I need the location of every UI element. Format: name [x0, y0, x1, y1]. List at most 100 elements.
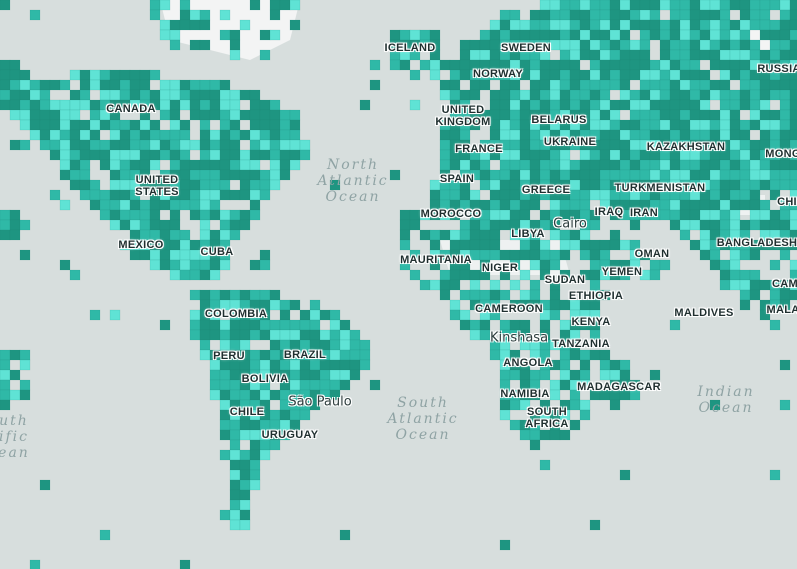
density-cell	[109, 179, 121, 191]
country-label-norway[interactable]: NORWAY	[472, 68, 524, 80]
density-cell	[759, 29, 771, 41]
density-cell	[269, 109, 281, 121]
density-cell	[139, 79, 151, 91]
country-label-russia[interactable]: RUSSIA	[757, 63, 797, 75]
country-label-cameroon[interactable]: CAMEROON	[475, 303, 543, 315]
density-cell	[789, 39, 797, 51]
country-label-kenya[interactable]: KENYA	[571, 316, 611, 328]
density-cell	[419, 59, 431, 71]
country-label-south-africa[interactable]: SOUTH AFRICA	[525, 406, 569, 430]
density-cell	[699, 219, 711, 231]
density-cell	[0, 219, 11, 231]
country-label-peru[interactable]: PERU	[213, 350, 245, 362]
density-cell	[439, 229, 451, 241]
density-cell	[719, 129, 731, 141]
density-cell	[529, 369, 541, 381]
density-cell	[249, 289, 261, 301]
density-cell	[659, 19, 671, 31]
density-cell	[469, 289, 481, 301]
density-cell	[219, 209, 231, 221]
country-label-belarus[interactable]: BELARUS	[531, 114, 587, 126]
density-cell	[339, 359, 351, 371]
country-label-iceland[interactable]: ICELAND	[384, 42, 436, 54]
city-label-sao-paulo[interactable]: São Paulo	[288, 394, 352, 410]
country-label-united-kingdom[interactable]: UNITED KINGDOM	[435, 104, 491, 128]
country-label-ethiopia[interactable]: ETHIOPIA	[568, 290, 624, 302]
density-cell	[789, 109, 797, 121]
density-cell	[219, 259, 231, 271]
density-cell	[729, 179, 741, 191]
density-cell	[529, 149, 541, 161]
country-label-tanzania[interactable]: TANZANIA	[552, 338, 610, 350]
country-label-iran[interactable]: IRAN	[629, 207, 659, 219]
country-label-chile[interactable]: CHILE	[229, 406, 265, 418]
density-cell	[689, 49, 701, 61]
country-label-spain[interactable]: SPAIN	[439, 173, 475, 185]
city-label-kinshasa[interactable]: Kinshasa	[489, 330, 549, 346]
density-cell	[549, 19, 561, 31]
country-label-niger[interactable]: NIGER	[481, 262, 519, 274]
density-cell	[619, 0, 631, 11]
country-label-namibia[interactable]: NAMIBIA	[500, 388, 550, 400]
density-cell	[179, 149, 191, 161]
country-label-canada[interactable]: CANADA	[106, 103, 156, 115]
country-label-sweden[interactable]: SWEDEN	[500, 42, 552, 54]
density-cell	[179, 249, 191, 261]
country-label-cuba[interactable]: CUBA	[200, 246, 234, 258]
country-label-yemen[interactable]: YEMEN	[601, 266, 643, 278]
country-label-united-states[interactable]: UNITED STATES	[135, 174, 179, 198]
country-label-colombia[interactable]: COLOMBIA	[204, 308, 268, 320]
density-cell	[109, 89, 121, 101]
density-cell	[749, 39, 761, 51]
country-label-brazil[interactable]: BRAZIL	[283, 349, 327, 361]
country-label-kazakhstan[interactable]: KAZAKHSTAN	[646, 141, 726, 153]
density-cell	[239, 519, 251, 531]
density-cell	[739, 9, 751, 21]
density-cell	[299, 139, 311, 151]
country-label-china[interactable]: CHI	[777, 196, 797, 208]
density-cell	[229, 119, 241, 131]
density-cell	[459, 229, 471, 241]
country-label-bangladesh[interactable]: BANGLADESH	[716, 237, 797, 249]
country-label-sudan[interactable]: SUDAN	[544, 274, 586, 286]
density-cell	[579, 359, 591, 371]
density-cell	[729, 159, 741, 171]
density-cell	[229, 509, 241, 521]
density-cell	[659, 209, 671, 221]
density-cell	[79, 69, 91, 81]
country-label-cambodia[interactable]: CAM	[772, 278, 797, 290]
density-cell	[189, 139, 201, 151]
country-label-madagascar[interactable]: MADAGASCAR	[577, 381, 661, 393]
country-label-iraq[interactable]: IRAQ	[594, 206, 624, 218]
density-cell	[189, 89, 201, 101]
density-cell	[619, 99, 631, 111]
density-cell	[609, 29, 621, 41]
country-label-oman[interactable]: OMAN	[634, 248, 670, 260]
country-label-morocco[interactable]: MOROCCO	[420, 208, 482, 220]
density-cell	[209, 389, 221, 401]
density-cell	[439, 269, 451, 281]
city-label-cairo[interactable]: Cairo	[553, 216, 587, 232]
country-label-mauritania[interactable]: MAURITANIA	[400, 254, 472, 266]
density-cell	[629, 19, 641, 31]
country-label-libya[interactable]: LIBYA	[511, 228, 545, 240]
country-label-ukraine[interactable]: UKRAINE	[543, 136, 597, 148]
density-cell	[569, 179, 581, 191]
country-label-angola[interactable]: ANGOLA	[503, 357, 553, 369]
country-label-uruguay[interactable]: URUGUAY	[261, 429, 319, 441]
country-label-maldives[interactable]: MALDIVES	[674, 307, 734, 319]
country-label-greece[interactable]: GREECE	[521, 184, 571, 196]
density-cell	[49, 99, 61, 111]
density-cell	[739, 29, 751, 41]
country-label-mongolia[interactable]: MONG	[765, 148, 797, 160]
density-cell	[269, 179, 281, 191]
country-label-mexico[interactable]: MEXICO	[118, 239, 164, 251]
country-label-malaysia[interactable]: MALA	[766, 304, 797, 316]
density-cell	[329, 369, 341, 381]
density-cell	[629, 169, 641, 181]
density-cell	[89, 199, 101, 211]
country-label-france[interactable]: FRANCE	[455, 143, 503, 155]
country-label-turkmenistan[interactable]: TURKMENISTAN	[614, 182, 706, 194]
country-label-bolivia[interactable]: BOLIVIA	[241, 373, 289, 385]
